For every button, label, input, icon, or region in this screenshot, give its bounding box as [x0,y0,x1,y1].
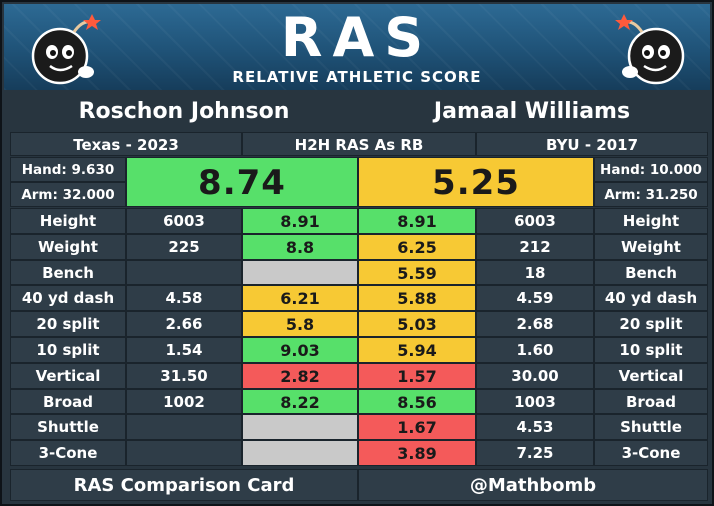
metric-score-left [242,259,358,286]
header-banner: RAS RELATIVE ATHLETIC SCORE [4,4,710,90]
metric-label-left: Shuttle [10,414,126,441]
metric-score-left: 2.82 [242,362,358,389]
metric-label-left: Weight [10,233,126,260]
metric-value-left: 4.58 [126,285,242,312]
metric-value-left [126,259,242,286]
metric-score-right: 5.94 [358,337,476,363]
metric-label-left: Broad [10,388,126,415]
metric-value-right: 4.53 [476,414,594,441]
metric-score-left: 8.91 [242,208,358,234]
metric-score-right: 1.67 [358,414,476,441]
metric-score-right: 5.88 [358,285,476,312]
player-right-name: Jamaal Williams [433,99,631,124]
metric-label-right: Bench [594,259,708,286]
metric-label-left: 20 split [10,311,126,337]
metric-value-left: 1.54 [126,337,242,363]
metric-score-left: 9.03 [242,337,358,363]
metric-score-left: 6.21 [242,285,358,312]
metric-label-right: 10 split [594,337,708,363]
metric-value-left: 6003 [126,208,242,234]
metric-value-right: 1003 [476,388,594,415]
metric-label-right: Shuttle [594,414,708,441]
metric-label-right: 20 split [594,311,708,337]
metric-score-left [242,414,358,441]
player-right-hand: Hand: 10.000 [594,157,708,182]
metric-score-right: 1.57 [358,362,476,389]
metric-label-right: Weight [594,233,708,260]
comparison-label: H2H RAS As RB [242,132,476,156]
ras-logo-subtitle: RELATIVE ATHLETIC SCORE [232,68,482,86]
metric-label-right: 3-Cone [594,440,708,466]
metric-value-left: 1002 [126,388,242,415]
footer-title: RAS Comparison Card [10,469,358,501]
metric-score-right: 3.89 [358,440,476,466]
player-left-name: Roschon Johnson [78,99,290,124]
metric-value-left [126,440,242,466]
footer-handle: @Mathbomb [358,469,708,501]
metric-score-right: 6.25 [358,233,476,260]
metric-label-right: Height [594,208,708,234]
metric-value-left [126,414,242,441]
metric-score-left: 8.22 [242,388,358,415]
player-left-school-year: Texas - 2023 [10,132,242,156]
metric-score-left: 8.8 [242,233,358,260]
metric-value-right: 2.68 [476,311,594,337]
metric-value-left: 225 [126,233,242,260]
metric-value-right: 4.59 [476,285,594,312]
metric-value-right: 18 [476,259,594,286]
player-left-hand: Hand: 9.630 [10,157,126,182]
player-left-ras-score: 8.74 [126,157,358,207]
metric-value-right: 6003 [476,208,594,234]
player-right-ras-score: 5.25 [358,157,594,207]
metric-label-left: 3-Cone [10,440,126,466]
metric-label-left: Vertical [10,362,126,389]
metric-value-right: 212 [476,233,594,260]
metric-label-right: Broad [594,388,708,415]
player-right-school-year: BYU - 2017 [476,132,708,156]
metric-label-left: Bench [10,259,126,286]
metric-score-right: 8.91 [358,208,476,234]
metric-score-left [242,440,358,466]
metric-score-right: 8.56 [358,388,476,415]
player-right-arm: Arm: 31.250 [594,182,708,207]
player-left-arm: Arm: 32.000 [10,182,126,207]
bomb-mascot-icon [615,14,685,85]
metric-label-left: Height [10,208,126,234]
metric-label-left: 10 split [10,337,126,363]
ras-logo: RAS [280,6,434,69]
metric-value-left: 31.50 [126,362,242,389]
metric-value-left: 2.66 [126,311,242,337]
metric-score-right: 5.59 [358,259,476,286]
metric-value-right: 1.60 [476,337,594,363]
metric-label-left: 40 yd dash [10,285,126,312]
metric-label-right: 40 yd dash [594,285,708,312]
metric-score-left: 5.8 [242,311,358,337]
metric-value-right: 30.00 [476,362,594,389]
metric-score-right: 5.03 [358,311,476,337]
metric-value-right: 7.25 [476,440,594,466]
metric-label-right: Vertical [594,362,708,389]
bomb-mascot-icon [31,14,101,85]
